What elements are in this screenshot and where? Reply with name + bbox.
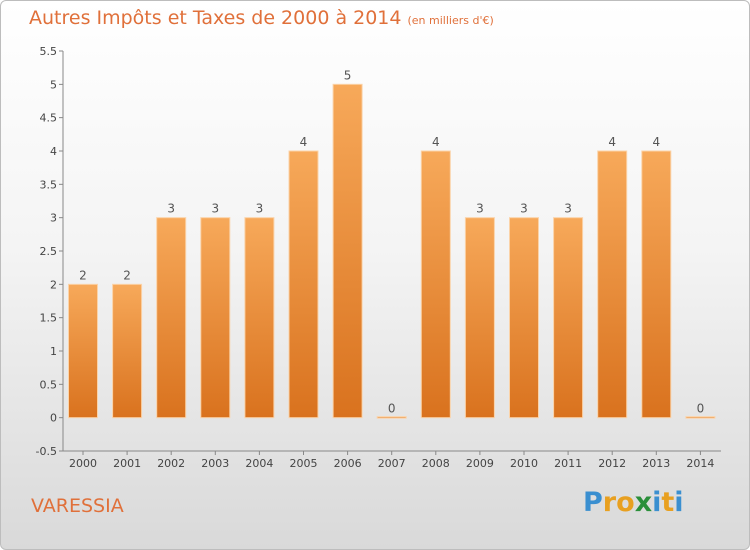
- y-tick-label: 2.5: [40, 245, 58, 258]
- bar: [597, 150, 628, 419]
- y-tick-label: 0: [50, 412, 57, 425]
- logo-letter: t: [661, 487, 675, 518]
- x-tick-label: 2007: [378, 457, 406, 470]
- data-label: 0: [388, 402, 396, 416]
- bar: [685, 416, 716, 419]
- data-label: 2: [123, 268, 131, 282]
- bar: [68, 283, 98, 419]
- data-label: 3: [167, 202, 175, 216]
- data-label: 3: [476, 202, 484, 216]
- chart-title-text: Autres Impôts et Taxes de 2000 à 2014: [29, 7, 402, 29]
- x-tick-label: 2001: [113, 457, 141, 470]
- bar: [641, 150, 672, 419]
- y-tick-label: 5.5: [40, 45, 58, 58]
- x-tick-label: 2003: [201, 457, 229, 470]
- bars: [68, 83, 716, 419]
- y-tick-label: 2: [50, 278, 57, 291]
- logo-letter: o: [616, 487, 635, 518]
- data-label: 5: [344, 68, 352, 82]
- bar: [244, 217, 275, 419]
- bar: [553, 217, 584, 419]
- data-label: 3: [256, 202, 264, 216]
- y-tick-label: 5: [50, 78, 57, 91]
- logo-letter: r: [602, 487, 617, 518]
- logo-letter: P: [583, 487, 603, 518]
- x-tick-label: 2009: [466, 457, 494, 470]
- x-tick-label: 2002: [157, 457, 185, 470]
- data-label: 3: [520, 202, 528, 216]
- proxiti-logo: Proxiti: [583, 487, 684, 518]
- bar: [332, 83, 363, 419]
- data-labels: 2 2 3 3 3 4 5 0 4 3 3 3 4 4 0: [79, 68, 704, 415]
- chart-unit: (en milliers d'€): [407, 14, 494, 27]
- bar: [376, 416, 407, 419]
- x-tick-label: 2010: [510, 457, 538, 470]
- place-name: VARESSIA: [31, 495, 124, 517]
- x-tick-label: 2005: [290, 457, 318, 470]
- chart-title: Autres Impôts et Taxes de 2000 à 2014 (en…: [29, 7, 494, 29]
- data-label: 3: [211, 202, 219, 216]
- bar: [509, 217, 539, 419]
- data-label: 4: [608, 135, 616, 149]
- bar: [112, 283, 143, 419]
- x-tick-label: 2013: [642, 457, 670, 470]
- x-tick-label: 2000: [69, 457, 97, 470]
- logo-letter: i: [652, 487, 662, 518]
- data-label: 0: [697, 402, 705, 416]
- x-tick-label: 2004: [245, 457, 273, 470]
- data-label: 2: [79, 268, 87, 282]
- bar: [464, 217, 495, 419]
- x-tick-label: 2014: [686, 457, 714, 470]
- logo-letter: i: [674, 487, 684, 518]
- data-label: 4: [652, 135, 660, 149]
- y-tick-label: 3.5: [40, 178, 58, 191]
- bar: [288, 150, 319, 419]
- y-tick-label: 1: [50, 345, 57, 358]
- data-label: 4: [432, 135, 440, 149]
- x-tick-label: 2008: [422, 457, 450, 470]
- data-label: 3: [564, 202, 572, 216]
- bar: [156, 217, 187, 419]
- y-tick-label: 1.5: [40, 312, 58, 325]
- x-tick-label: 2012: [598, 457, 626, 470]
- data-label: 4: [300, 135, 308, 149]
- bar: [200, 217, 231, 419]
- y-tick-label: 4: [50, 145, 57, 158]
- x-tick-label: 2006: [334, 457, 362, 470]
- y-tick-label: 3: [50, 212, 57, 225]
- y-tick-label: 0.5: [40, 378, 58, 391]
- y-tick-label: 4.5: [40, 112, 58, 125]
- y-tick-label: -0.5: [36, 445, 57, 458]
- logo-letter: x: [634, 487, 653, 518]
- x-tick-label: 2011: [554, 457, 582, 470]
- bar: [420, 150, 451, 419]
